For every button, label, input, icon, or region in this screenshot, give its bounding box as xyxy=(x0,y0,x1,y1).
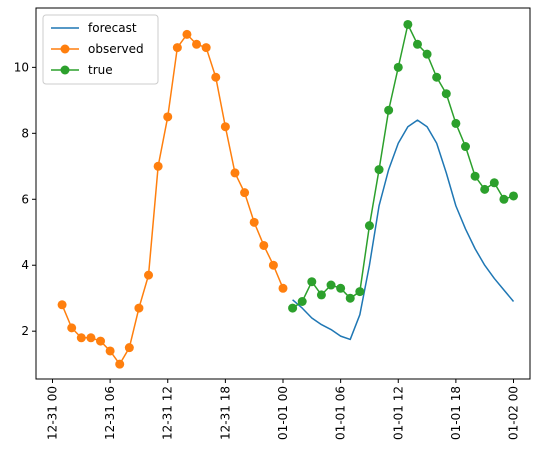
legend-swatch-marker xyxy=(60,65,70,75)
x-tick-label: 01-01 00 xyxy=(276,386,290,440)
y-tick-label: 2 xyxy=(21,324,29,338)
data-point-true xyxy=(509,191,519,201)
legend-item-forecast: forecast xyxy=(51,21,137,35)
data-point-true xyxy=(489,178,499,188)
y-tick-label: 6 xyxy=(21,192,29,206)
y-axis: 2 4 6 8 10 xyxy=(14,60,36,338)
data-point-true xyxy=(412,39,422,49)
data-point-observed xyxy=(201,43,211,53)
data-point-observed xyxy=(96,336,106,346)
data-point-observed xyxy=(268,260,278,270)
data-point-true xyxy=(355,287,365,297)
data-point-observed xyxy=(192,39,202,49)
data-point-true xyxy=(345,293,355,303)
data-point-observed xyxy=(134,303,144,313)
data-point-true xyxy=(480,184,490,194)
x-tick-label: 12-31 06 xyxy=(103,386,117,440)
data-point-true xyxy=(460,142,470,152)
x-tick-label: 12-31 00 xyxy=(45,386,59,440)
data-point-observed xyxy=(211,72,221,82)
y-tick-label: 10 xyxy=(14,60,29,74)
data-point-true xyxy=(288,303,298,313)
data-point-true xyxy=(393,62,403,72)
x-tick-label: 01-01 12 xyxy=(391,386,405,440)
data-point-observed xyxy=(172,43,182,53)
y-tick-label: 4 xyxy=(21,258,29,272)
data-point-true xyxy=(307,277,317,287)
x-tick-label: 01-02 00 xyxy=(507,386,521,440)
legend-label: true xyxy=(88,63,113,77)
data-point-observed xyxy=(124,343,134,353)
data-point-observed xyxy=(86,333,96,343)
legend: forecast observed true xyxy=(42,14,159,85)
data-point-true xyxy=(470,171,480,181)
data-point-observed xyxy=(182,29,192,39)
data-point-true xyxy=(422,49,432,59)
legend-item-true: true xyxy=(51,63,113,77)
x-axis: 12-31 00 12-31 06 12-31 12 12-31 18 01-01 00… xyxy=(45,379,521,440)
data-point-true xyxy=(364,221,374,231)
legend-swatch-marker xyxy=(60,44,70,54)
series-true xyxy=(288,19,519,313)
data-point-true xyxy=(451,118,461,128)
data-point-observed xyxy=(230,168,240,178)
data-point-true xyxy=(297,297,307,306)
data-point-true xyxy=(432,72,442,82)
legend-item-observed: observed xyxy=(51,42,144,56)
data-point-true xyxy=(499,194,509,204)
data-point-observed xyxy=(249,217,259,227)
data-point-observed xyxy=(259,240,269,250)
series-layer xyxy=(57,19,519,369)
data-point-true xyxy=(326,280,336,290)
data-point-observed xyxy=(67,323,77,333)
data-point-true xyxy=(316,290,326,300)
data-point-observed xyxy=(115,359,125,369)
data-point-true xyxy=(384,105,394,115)
data-point-observed xyxy=(153,161,163,171)
data-point-observed xyxy=(144,270,154,280)
x-tick-label: 12-31 12 xyxy=(161,386,175,440)
x-tick-label: 01-01 18 xyxy=(449,386,463,440)
data-point-true xyxy=(441,89,451,99)
series-line-forecast xyxy=(292,119,515,341)
series-observed xyxy=(57,29,288,369)
y-tick-label: 8 xyxy=(21,126,29,140)
data-point-observed xyxy=(105,346,115,356)
data-point-observed xyxy=(163,112,173,122)
x-tick-label: 01-01 06 xyxy=(334,386,348,440)
data-point-true xyxy=(336,283,346,293)
legend-label: forecast xyxy=(88,21,137,35)
data-point-observed xyxy=(240,188,250,198)
legend-box xyxy=(42,14,159,85)
data-point-observed xyxy=(278,283,288,293)
x-tick-label: 12-31 18 xyxy=(218,386,232,440)
series-forecast xyxy=(292,119,515,341)
data-point-true xyxy=(403,19,413,29)
data-point-observed xyxy=(57,300,67,310)
data-point-true xyxy=(374,165,384,175)
data-point-observed xyxy=(76,333,86,343)
legend-label: observed xyxy=(88,42,144,56)
data-point-observed xyxy=(220,122,230,132)
